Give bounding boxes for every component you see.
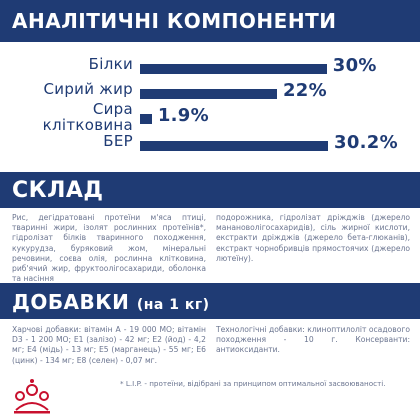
- analytics-row-bar: [140, 114, 152, 124]
- composition-banner: СКЛАД: [0, 172, 420, 208]
- analytics-row: Білки 30%: [0, 55, 420, 82]
- analytics-row-bar: [140, 64, 327, 74]
- analytics-row-value: 1.9%: [157, 105, 209, 126]
- additives-title-wrap: ДОБАВКИ (на 1 кг): [12, 283, 210, 324]
- analytics-row-label: Сира клітковина: [42, 100, 133, 134]
- analytics-row-bar: [140, 141, 328, 151]
- additives-text-right: Технологічні добавки: клиноптилоліт осад…: [216, 325, 410, 355]
- footnote: * L.I.P. - протеїни, відібрані за принци…: [120, 379, 386, 388]
- additives-banner: ДОБАВКИ (на 1 кг): [0, 283, 420, 319]
- analytics-row-value: 30.2%: [334, 132, 398, 153]
- analytics-row: БЕР 30.2%: [0, 132, 420, 159]
- analytics-banner: АНАЛІТИЧНІ КОМПОНЕНТИ: [0, 0, 420, 42]
- analytics-row-value: 30%: [332, 55, 377, 76]
- analytics-row-value: 22%: [282, 80, 327, 101]
- analytics-row-label: Сирий жир: [43, 80, 133, 98]
- analytics-row: Сира клітковина 1.9%: [0, 101, 420, 133]
- analytics-row: Сирий жир 22%: [0, 80, 420, 107]
- analytics-row-bar: [140, 89, 277, 99]
- royal-canin-crown-logo-icon: [14, 379, 50, 414]
- composition-title: СКЛАД: [12, 178, 104, 203]
- analytics-row-label: БЕР: [103, 132, 133, 150]
- analytics-row-label: Білки: [88, 55, 133, 73]
- composition-text-left: Рис, дегідратовані протеїни м'яса птиці,…: [12, 213, 206, 284]
- additives-subtitle: (на 1 кг): [136, 297, 210, 313]
- additives-text-left: Харчові добавки: вітамін А - 19 000 МО; …: [12, 325, 206, 365]
- additives-title: ДОБАВКИ: [12, 290, 130, 314]
- analytics-title: АНАЛІТИЧНІ КОМПОНЕНТИ: [12, 9, 337, 33]
- composition-text-right: подорожника, гідролізат дріжджів (джерел…: [216, 213, 410, 263]
